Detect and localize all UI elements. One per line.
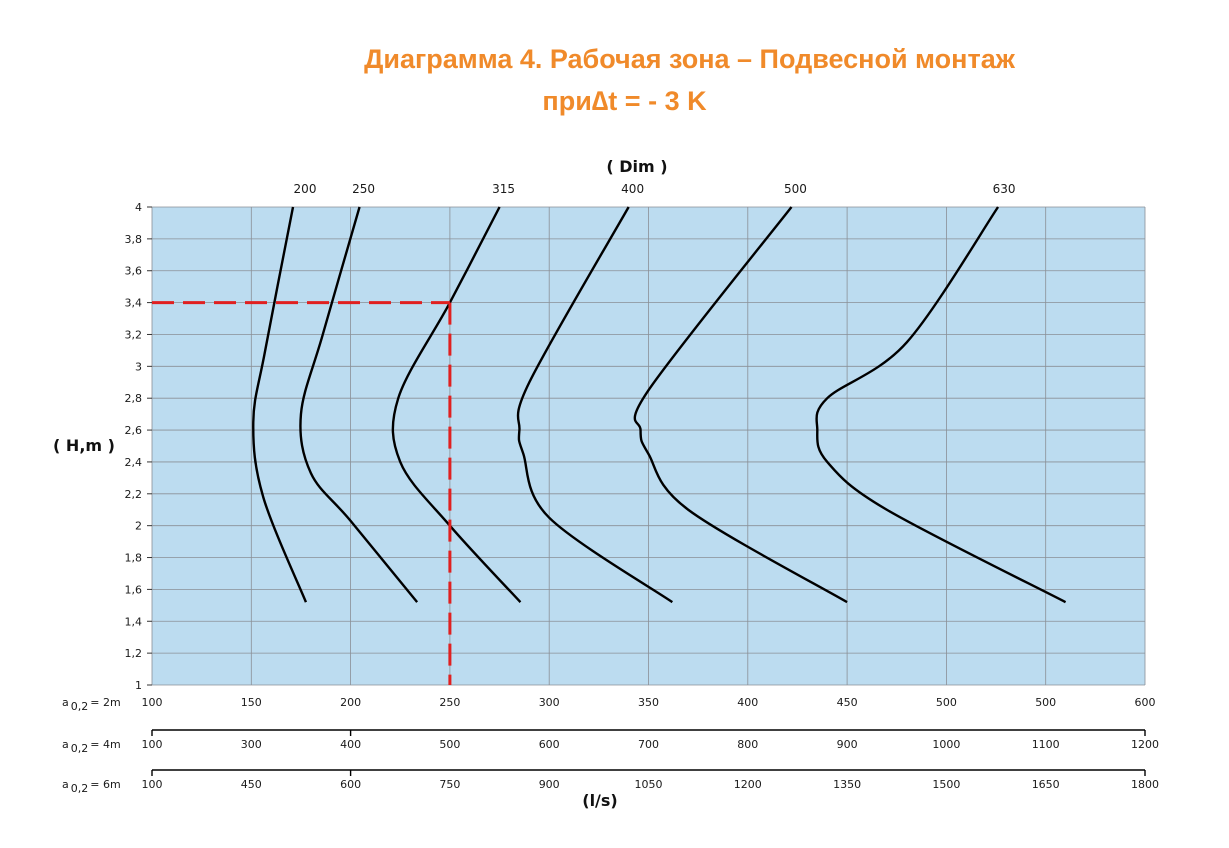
series-label-315: 315 xyxy=(492,182,515,196)
y-tick-label: 3,8 xyxy=(125,233,143,246)
series-labels: 200 250 315 400 500 630 xyxy=(294,182,1016,196)
x-scale-tick-label: 100 xyxy=(142,778,163,791)
x-scale-tick-label: 250 xyxy=(439,696,460,709)
reference-lines xyxy=(152,301,452,685)
x-scale-tick-label: 150 xyxy=(241,696,262,709)
series-label-500: 500 xyxy=(784,182,807,196)
x-scale-label: a 0,2 = 6m xyxy=(62,778,121,795)
y-axis-ticks: 1 1,2 1,4 1,6 1,8 2 2,2 2,4 2,6 2,8 3 3,2 3,4 3,6 3,8 4 xyxy=(125,201,152,692)
x-scale-tick-label: 450 xyxy=(241,778,262,791)
x-scale-tick-label: 1350 xyxy=(833,778,861,791)
series-curve-500 xyxy=(633,206,848,604)
x-scale-tick-label: 1200 xyxy=(734,778,762,791)
x-axis-label: (l/s) xyxy=(582,791,617,810)
y-tick-label: 4 xyxy=(135,201,142,214)
x-scale-tick-label: 700 xyxy=(638,738,659,751)
y-axis-label: ( H,m ) xyxy=(53,436,115,455)
x-scale-tick-label: 100 xyxy=(142,696,163,709)
series-curve-400 xyxy=(516,206,674,604)
series-label-200: 200 xyxy=(294,182,317,196)
x-scale-tick-label: 1100 xyxy=(1032,738,1060,751)
x-scale-label: a 0,2 = 4m xyxy=(62,738,121,755)
x-scale-tick-label: 400 xyxy=(737,696,758,709)
y-tick-label: 1,8 xyxy=(125,552,143,565)
x-scale-label: a 0,2 = 2m xyxy=(62,696,121,713)
y-tick-label: 2,2 xyxy=(125,488,143,501)
x-scale-tick-label: 900 xyxy=(837,738,858,751)
series-curves xyxy=(252,206,1067,604)
series-label-250: 250 xyxy=(352,182,375,196)
y-tick-label: 2 xyxy=(135,520,142,533)
x-scale-tick-label: 1800 xyxy=(1131,778,1159,791)
x-scale-tick-label: 350 xyxy=(638,696,659,709)
x-scale-tick-label: 800 xyxy=(737,738,758,751)
x-scale-tick-label: 1650 xyxy=(1032,778,1060,791)
x-scale-tick-label: 200 xyxy=(340,696,361,709)
x-scales: 100 150 200 250 300 350 400 450 500 500 600 a 0,2 = 2… xyxy=(62,696,1159,795)
y-tick-label: 1,6 xyxy=(125,583,143,596)
y-tick-label: 2,6 xyxy=(125,424,143,437)
y-tick-label: 3 xyxy=(135,360,142,373)
series-label-400: 400 xyxy=(621,182,644,196)
x-scale-tick-label: 1000 xyxy=(932,738,960,751)
series-curve-315 xyxy=(391,206,522,603)
x-scale-tick-label: 900 xyxy=(539,778,560,791)
y-tick-label: 1 xyxy=(135,679,142,692)
y-tick-label: 2,4 xyxy=(125,456,143,469)
y-tick-label: 2,8 xyxy=(125,392,143,405)
x-scale-tick-label: 500 xyxy=(936,696,957,709)
x-scale-tick-label: 1200 xyxy=(1131,738,1159,751)
y-tick-label: 3,2 xyxy=(125,328,143,341)
x-scale-tick-label: 750 xyxy=(439,778,460,791)
x-scale-tick-label: 500 xyxy=(439,738,460,751)
top-axis-label: ( Dim ) xyxy=(606,157,667,176)
x-scale-tick-label: 600 xyxy=(539,738,560,751)
series-curve-250 xyxy=(299,206,419,603)
series-curve-200 xyxy=(252,206,308,603)
series-curve-630 xyxy=(815,206,1067,604)
y-tick-label: 3,4 xyxy=(125,297,143,310)
x-scale-tick-label: 1050 xyxy=(635,778,663,791)
x-scale-tick-label: 400 xyxy=(340,738,361,751)
y-tick-label: 1,2 xyxy=(125,647,143,660)
x-scale-tick-label: 600 xyxy=(1135,696,1156,709)
x-scale-tick-label: 1500 xyxy=(932,778,960,791)
x-scale-tick-label: 300 xyxy=(241,738,262,751)
series-label-630: 630 xyxy=(993,182,1016,196)
x-scale-tick-label: 500 xyxy=(1035,696,1056,709)
chart-title-line2: при∆t = - 3 K xyxy=(542,86,707,116)
x-scale-tick-label: 100 xyxy=(142,738,163,751)
x-scale-tick-label: 600 xyxy=(340,778,361,791)
chart-title-line1: Диаграмма 4. Рабочая зона – Подвесной мо… xyxy=(364,44,1015,74)
y-tick-label: 3,6 xyxy=(125,265,143,278)
x-scale-tick-label: 450 xyxy=(837,696,858,709)
x-scale-tick-label: 300 xyxy=(539,696,560,709)
y-tick-label: 1,4 xyxy=(125,615,143,628)
